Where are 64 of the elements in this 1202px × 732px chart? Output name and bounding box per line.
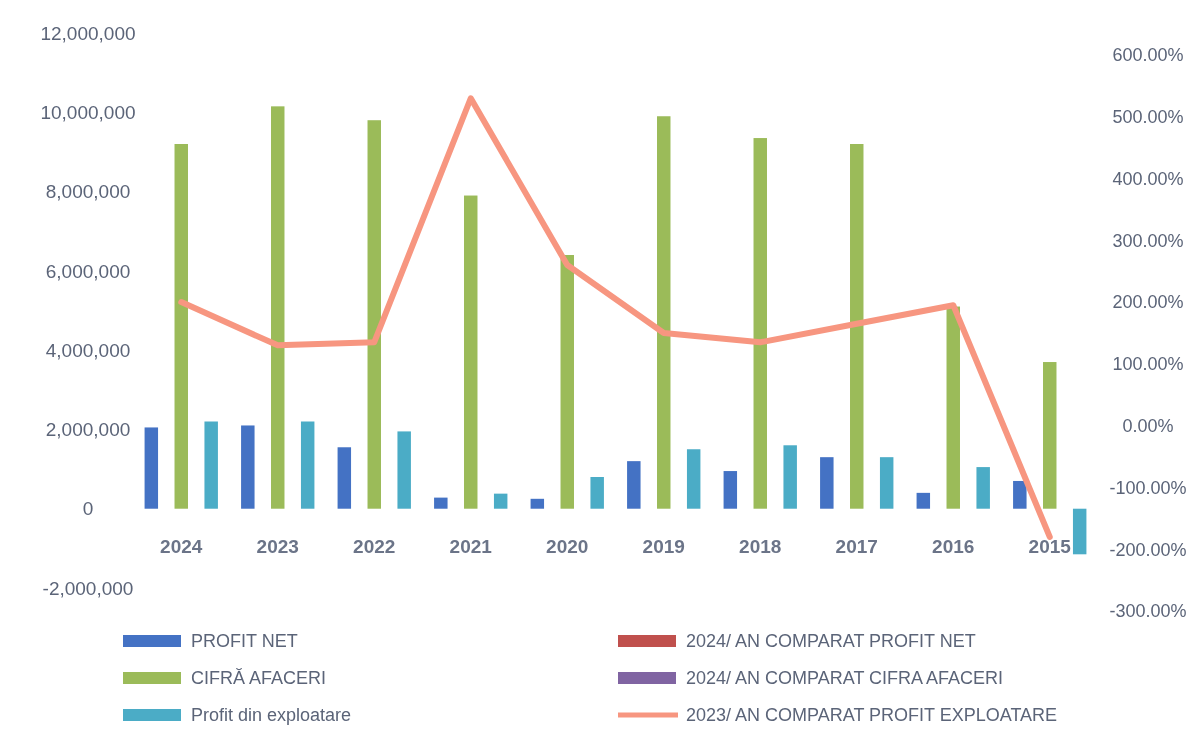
x-tick-label: 2018	[739, 536, 782, 557]
bar	[204, 421, 218, 509]
legend-label: CIFRĂ AFACERI	[191, 668, 327, 689]
y2-tick-label: 400.00%	[1112, 168, 1184, 189]
y-tick-label: 8,000,000	[45, 181, 131, 203]
x-tick-label: 2021	[449, 536, 493, 557]
x-tick-label: 2019	[642, 536, 685, 557]
x-tick-label: 2015	[1028, 536, 1072, 557]
y2-tick-label: 600.00%	[1112, 45, 1184, 66]
bar	[590, 477, 604, 509]
y-tick-label: 4,000,000	[45, 339, 131, 361]
y2-tick-label: 300.00%	[1112, 230, 1184, 251]
y-tick-label: 6,000,000	[45, 260, 131, 282]
y-tick-label: 2,000,000	[45, 419, 131, 441]
bar	[820, 457, 834, 509]
y-tick-label: -2,000,000	[42, 577, 134, 599]
bar	[397, 431, 411, 509]
x-tick-label: 2020	[546, 536, 589, 557]
bar	[686, 449, 701, 509]
legend-label: Profit din exploatare	[191, 705, 352, 726]
x-tick-label: 2024	[160, 536, 203, 557]
bar	[879, 457, 894, 509]
x-tick-label: 2023	[256, 536, 299, 557]
y2-tick-label: -200.00%	[1109, 539, 1187, 560]
bar	[530, 498, 545, 509]
bar	[367, 120, 381, 509]
legend-label: 2023/ AN COMPARAT PROFIT EXPLOATARE	[686, 705, 1058, 726]
bar	[723, 471, 738, 509]
bar	[560, 255, 574, 509]
y-tick-label: 12,000,000	[40, 22, 136, 44]
y2-tick-label: -300.00%	[1109, 601, 1187, 622]
x-tick-label: 2016	[932, 536, 975, 557]
bar	[753, 138, 767, 509]
bar	[434, 497, 448, 509]
bar	[241, 425, 255, 509]
bar	[627, 461, 641, 509]
bar	[300, 421, 315, 509]
bar	[464, 195, 478, 509]
x-tick-label: 2017	[835, 536, 878, 557]
bar	[850, 144, 864, 509]
bar	[174, 144, 188, 509]
bar	[657, 116, 671, 509]
bar	[946, 306, 960, 509]
bar	[337, 447, 352, 509]
bar	[1013, 480, 1027, 509]
bar	[916, 492, 931, 509]
x-tick-label: 2022	[353, 536, 396, 557]
bar	[976, 467, 990, 509]
y2-tick-label: 0.00%	[1122, 415, 1174, 436]
bar	[493, 493, 508, 509]
legend-label: 2024/ AN COMPARAT CIFRA AFACERI	[686, 668, 1004, 689]
legend-label: PROFIT NET	[191, 631, 298, 652]
bar	[271, 106, 285, 509]
bar	[1072, 508, 1087, 555]
y2-tick-label: -100.00%	[1109, 477, 1187, 498]
y2-tick-label: 200.00%	[1112, 292, 1184, 313]
y-tick-label: 10,000,000	[40, 101, 136, 123]
bar	[144, 427, 159, 509]
bar	[1043, 362, 1057, 509]
bar	[783, 445, 797, 509]
y2-tick-label: 100.00%	[1112, 354, 1184, 375]
y-tick-label: 0	[82, 498, 94, 520]
y2-tick-label: 500.00%	[1112, 107, 1184, 128]
legend-label: 2024/ AN COMPARAT PROFIT NET	[686, 631, 976, 652]
